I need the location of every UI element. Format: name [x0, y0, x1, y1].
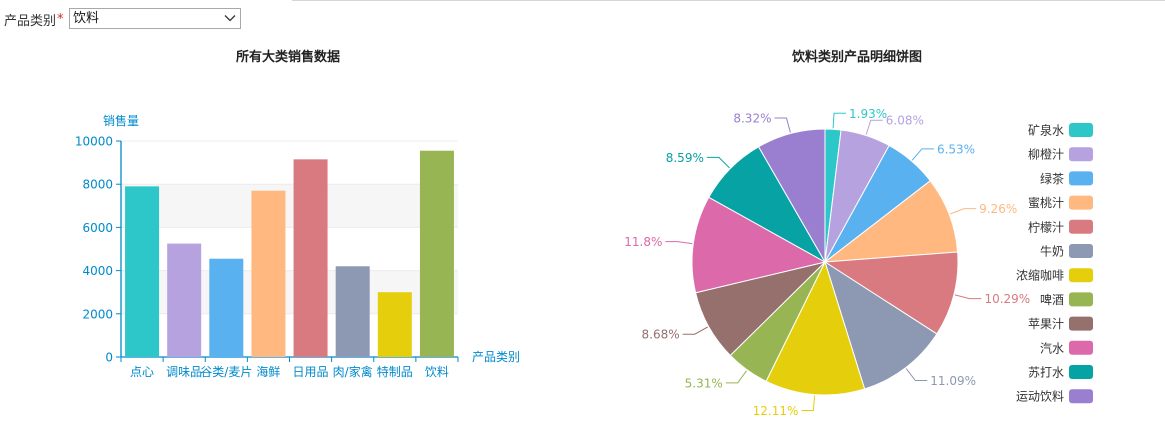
legend-label: 柳橙汁	[1028, 147, 1064, 162]
y-tick-label: 6000	[82, 221, 113, 235]
pie-leader-line	[665, 241, 693, 245]
pie-slice[interactable]	[823, 180, 959, 263]
legend-swatch[interactable]	[1069, 147, 1093, 162]
pie-leader-line	[774, 117, 791, 133]
legend-label: 苏打水	[1028, 366, 1064, 380]
legend-label: 啤酒	[1040, 292, 1064, 307]
legend-swatch[interactable]	[1069, 292, 1093, 307]
pie-slice[interactable]	[823, 251, 959, 335]
pie-value-label: 11.8%	[624, 235, 662, 249]
filter-label: 产品类别	[4, 13, 57, 29]
bar[interactable]	[125, 186, 160, 357]
pie-leader-line	[911, 148, 934, 161]
legend-label: 牛奶	[1040, 244, 1064, 259]
legend-swatch[interactable]	[1069, 244, 1093, 258]
legend-label: 运动饮料	[1016, 390, 1064, 404]
pie-chart-title: 饮料类别产品明细饼图	[791, 49, 922, 65]
category-select-value: 饮料	[73, 11, 100, 26]
legend-swatch[interactable]	[1069, 219, 1093, 234]
legend-label: 汽水	[1040, 340, 1064, 355]
bar[interactable]	[377, 292, 412, 357]
y-tick-label: 4000	[82, 264, 113, 278]
legend-label: 绿茶	[1040, 171, 1064, 186]
chevron-down-icon[interactable]	[224, 13, 236, 23]
legend-swatch[interactable]	[1069, 195, 1093, 210]
x-tick-label: 饮料	[425, 365, 449, 379]
y-tick-label: 2000	[82, 307, 113, 321]
top-divider	[292, 0, 1165, 1]
pie-slice[interactable]	[765, 260, 866, 396]
legend-swatch[interactable]	[1069, 340, 1093, 355]
y-tick-label: 0	[105, 351, 113, 365]
pie-leader-line	[949, 208, 977, 215]
x-tick-label: 谷类/麦片	[200, 365, 252, 379]
pie-leader-line	[954, 294, 982, 300]
pie-value-label: 1.93%	[849, 107, 887, 121]
pie-leader-line	[706, 156, 730, 169]
bar[interactable]	[335, 266, 370, 357]
pie-value-label: 10.29%	[984, 292, 1030, 306]
category-select[interactable]: 饮料	[69, 8, 241, 29]
category-filter: 产品类别 *	[4, 9, 66, 29]
legend-swatch[interactable]	[1069, 389, 1093, 404]
grid-band	[121, 141, 458, 185]
pie-value-label: 9.26%	[979, 202, 1017, 216]
pie-slice[interactable]	[824, 260, 938, 390]
pie-leader-line	[801, 395, 816, 412]
pie-leader-line	[865, 119, 883, 135]
pie-slice[interactable]	[757, 128, 826, 264]
legend-swatch[interactable]	[1069, 365, 1093, 379]
bar[interactable]	[251, 190, 286, 357]
x-tick-label: 特制品	[377, 364, 413, 379]
x-tick-label: 海鲜	[256, 364, 280, 379]
x-tick-label: 肉/家禽	[333, 364, 373, 379]
x-tick-label: 日用品	[293, 365, 329, 379]
pie-value-label: 5.31%	[685, 376, 723, 390]
pie-leader-line	[725, 370, 747, 384]
y-axis-title: 销售量	[103, 113, 139, 128]
pie-value-label: 6.53%	[937, 142, 975, 156]
grid-band	[121, 184, 458, 228]
legend-label: 苹果汁	[1028, 317, 1064, 331]
category-sales-bar-chart: 所有大类销售数据 0 2000 4000 6000 8000 10000 销售量产品类别点心调…	[75, 49, 520, 379]
bar[interactable]	[293, 159, 328, 357]
beverage-detail-pie-chart: 饮料类别产品明细饼图 1.93%6.08% 6.53% 9.26% 10.29% 11.0…	[624, 49, 1093, 418]
legend-swatch[interactable]	[1069, 123, 1093, 137]
pie-value-label: 8.59%	[666, 151, 704, 165]
pie-value-label: 8.68%	[642, 328, 680, 342]
bar[interactable]	[419, 150, 454, 357]
pie-leader-line	[682, 326, 709, 335]
pie-value-label: 8.32%	[733, 112, 771, 126]
legend-swatch[interactable]	[1069, 171, 1093, 186]
pie-leader-line	[832, 112, 847, 129]
pie-value-label: 11.09%	[930, 374, 976, 388]
legend-label: 柠檬汁	[1028, 219, 1064, 234]
bar-chart-title: 所有大类销售数据	[236, 49, 340, 65]
y-tick-label: 8000	[82, 178, 113, 192]
x-tick-label: 点心	[130, 365, 154, 379]
pie-slice[interactable]	[691, 196, 827, 294]
pie-leader-line	[905, 368, 928, 382]
bar[interactable]	[167, 243, 202, 357]
legend-label: 浓缩咖啡	[1016, 268, 1064, 283]
legend-swatch[interactable]	[1069, 316, 1093, 331]
legend-label: 矿泉水	[1028, 124, 1064, 138]
x-tick-label: 调味品	[166, 365, 202, 379]
legend-label: 蜜桃汁	[1028, 195, 1064, 210]
pie-value-label: 6.08%	[886, 114, 924, 128]
bar[interactable]	[209, 258, 244, 357]
pie-value-label: 12.11%	[753, 404, 799, 418]
required-mark: *	[57, 11, 64, 27]
legend-swatch[interactable]	[1069, 268, 1093, 283]
y-tick-label: 10000	[75, 135, 113, 149]
x-axis-title: 产品类别	[472, 350, 520, 364]
